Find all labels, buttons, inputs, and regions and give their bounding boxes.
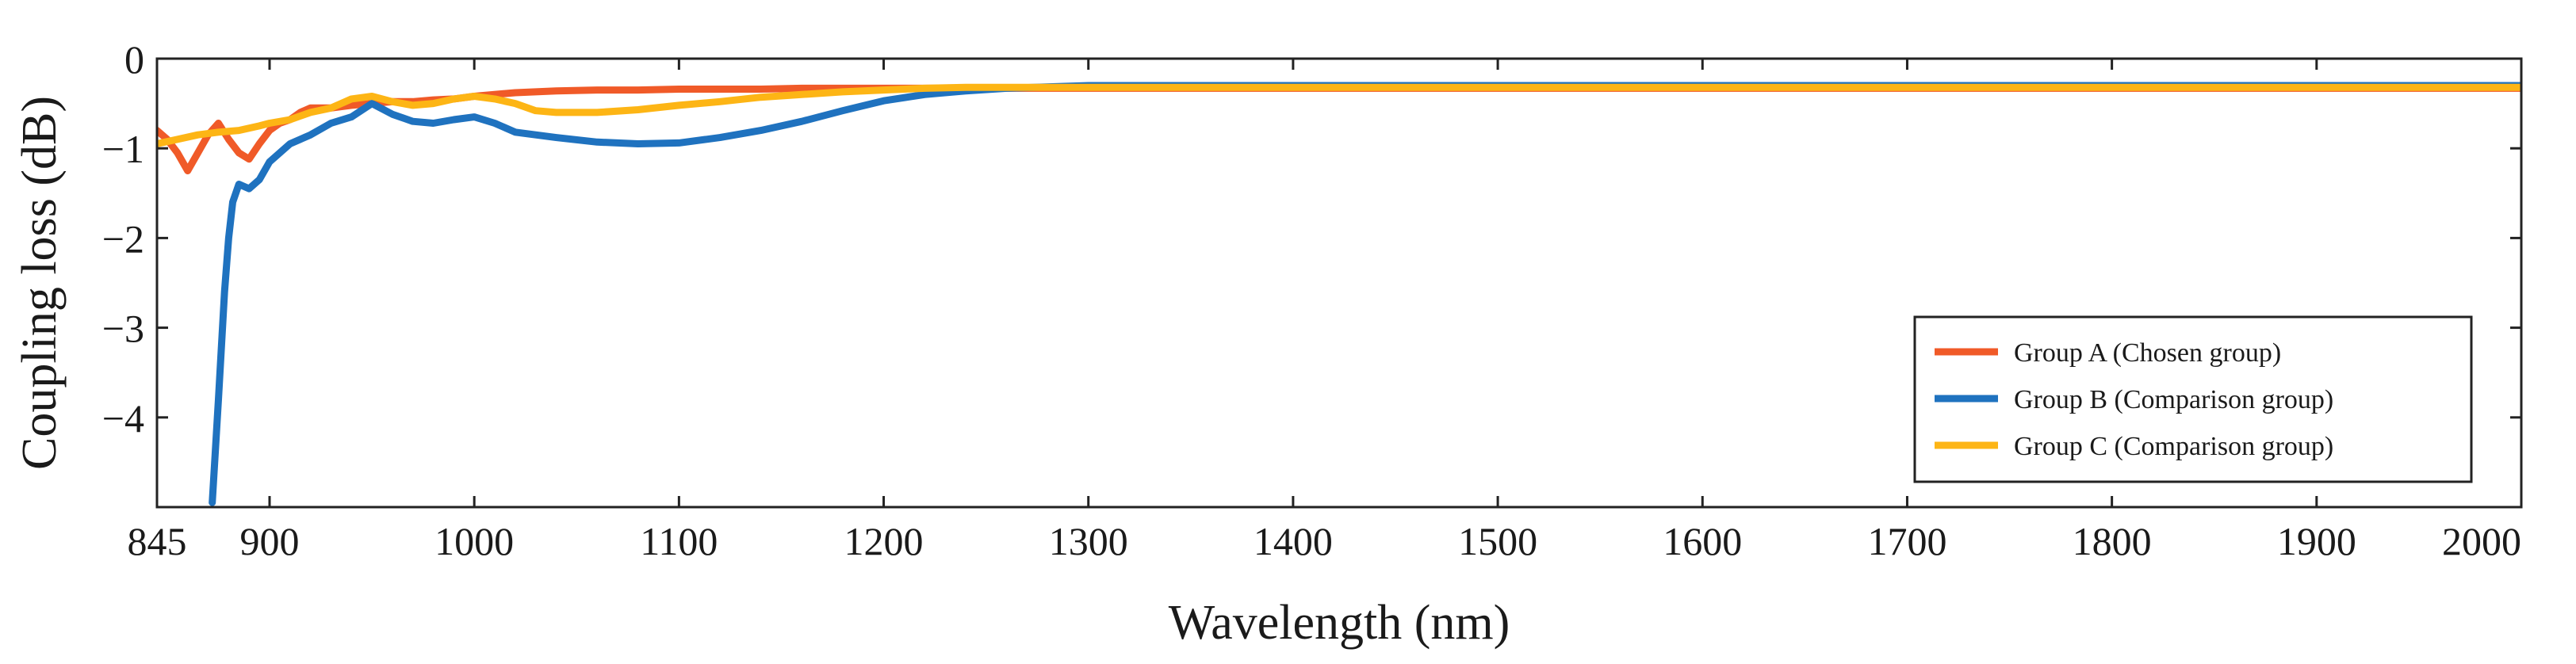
legend-label-group-c: Group C (Comparison group) (2014, 432, 2333, 461)
x-tick-label: 1500 (1458, 519, 1537, 563)
y-tick-label: −3 (102, 307, 144, 351)
y-tick-label: 0 (124, 37, 144, 82)
x-tick-label: 2000 (2442, 519, 2521, 563)
series-layer (157, 82, 2521, 506)
legend: Group A (Chosen group) Group B (Comparis… (1913, 315, 2473, 483)
y-tick-label: −2 (102, 216, 144, 261)
x-tick-label: 1800 (2073, 519, 2152, 563)
legend-label-group-a: Group A (Chosen group) (2014, 338, 2281, 368)
x-axis-label: Wavelength (nm) (1169, 596, 1510, 650)
y-tick-label: −4 (102, 396, 144, 441)
x-tick-label: 1700 (1867, 519, 1946, 563)
x-tick-label: 1100 (640, 519, 718, 563)
series-line-group-c (157, 83, 2521, 147)
x-tick-label: 1300 (1049, 519, 1128, 563)
y-tick-label: −1 (102, 127, 144, 171)
y-axis-label: Coupling loss (dB) (13, 96, 67, 470)
x-tick-label: 1200 (844, 519, 924, 563)
x-tick-label: 1600 (1663, 519, 1742, 563)
x-tick-label: 1900 (2277, 519, 2356, 563)
legend-label-group-b: Group B (Comparison group) (2014, 385, 2333, 414)
x-tick-label: 1000 (434, 519, 514, 563)
y-axis: 0 −1 −2 −3 −4 (102, 37, 2521, 441)
x-tick-label: 845 (128, 519, 187, 563)
x-axis: 845 900 1000 1100 1200 1300 1400 1500 1600 1700 18… (128, 59, 2523, 563)
x-tick-label: 1400 (1254, 519, 1333, 563)
plot-frame (155, 57, 2523, 509)
x-tick-label: 900 (240, 519, 300, 563)
legend-box (1913, 315, 2473, 483)
